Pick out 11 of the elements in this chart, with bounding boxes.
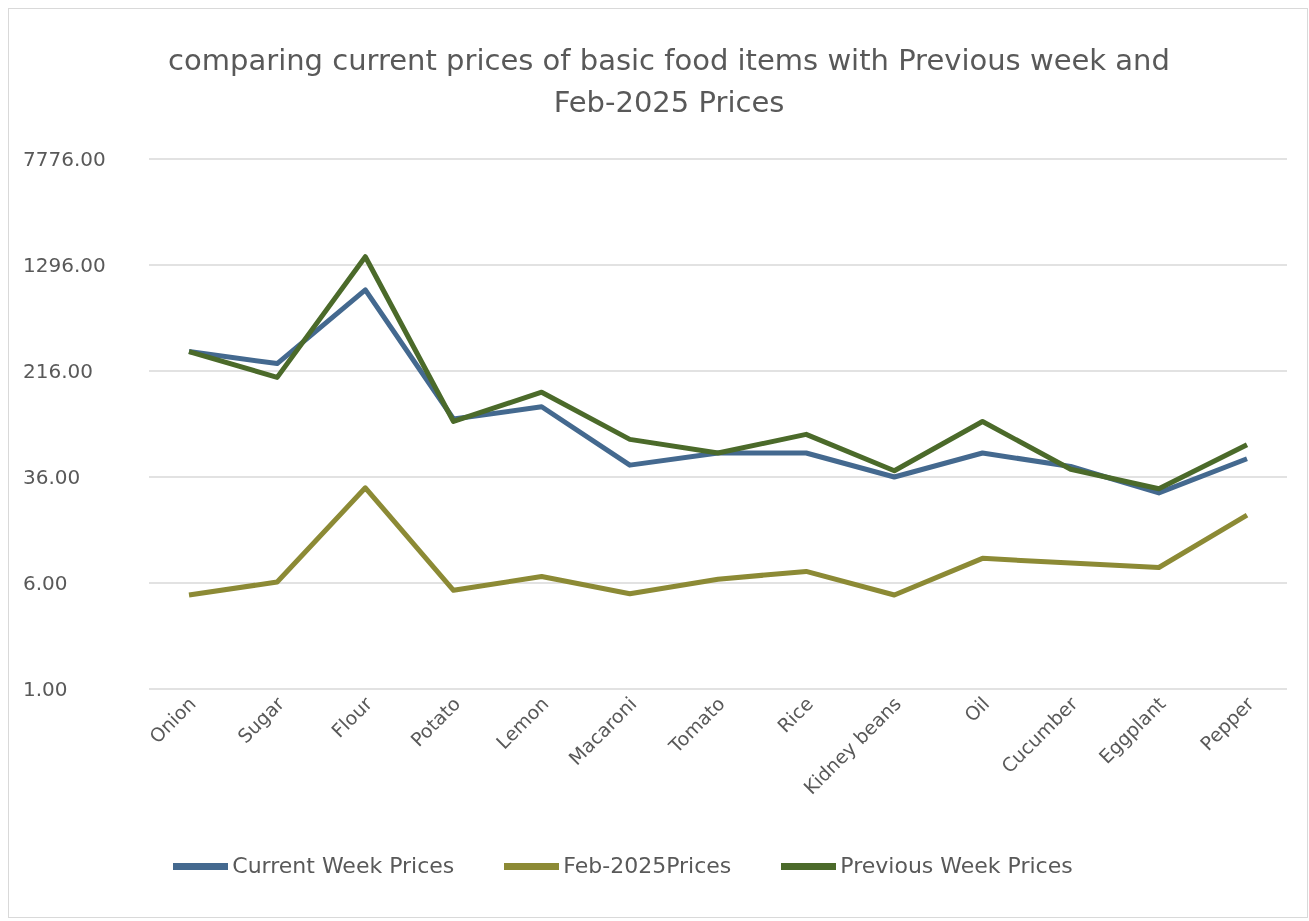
- y-tick-label: 1.00: [23, 677, 68, 702]
- x-tick-label: Oil: [959, 692, 994, 726]
- y-tick-label: 7776.00: [23, 147, 106, 172]
- legend-label: Feb-2025Prices: [563, 852, 732, 878]
- y-tick-label: 1296.00: [23, 253, 106, 278]
- chart-title: comparing current prices of basic food items with Previous week and Feb-2025 Prices: [167, 42, 1171, 121]
- y-tick-label: 6.00: [23, 571, 68, 596]
- y-tick-label: 36.00: [23, 465, 81, 490]
- legend-label: Current Week Prices: [232, 852, 455, 878]
- legend-label: Previous Week Prices: [840, 852, 1073, 878]
- y-tick-label: 216.00: [23, 359, 93, 384]
